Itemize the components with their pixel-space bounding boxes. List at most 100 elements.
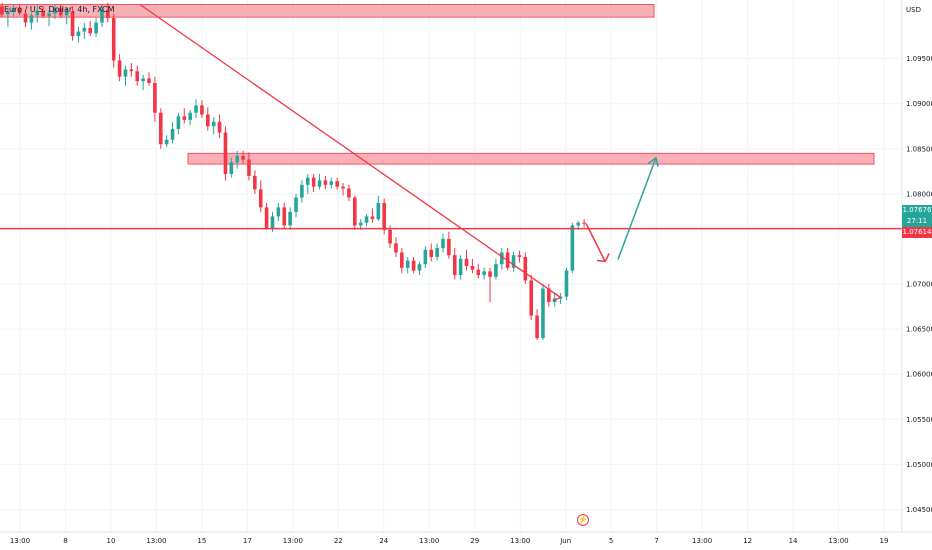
projection-down-arrow xyxy=(585,223,606,262)
candle-body xyxy=(570,225,575,271)
x-tick-label: 5 xyxy=(609,537,613,545)
candle-body xyxy=(229,162,234,175)
x-tick-label: 22 xyxy=(334,537,343,545)
candle-body xyxy=(153,82,157,113)
candle-body xyxy=(29,15,34,23)
y-tick-label: 1.09500 xyxy=(906,55,932,63)
chart-grid xyxy=(0,0,902,532)
candle-body xyxy=(576,222,581,226)
candle-body xyxy=(411,260,416,271)
candle-body xyxy=(294,197,298,212)
candle-body xyxy=(158,112,163,145)
projection-up-arrow xyxy=(617,157,657,260)
candle-body xyxy=(106,9,110,19)
candle-body xyxy=(53,8,57,14)
candle-body xyxy=(253,175,257,190)
x-tick-label: 14 xyxy=(789,537,798,545)
y-tick-label: 1.09000 xyxy=(906,100,932,108)
candle-body xyxy=(176,116,181,129)
candle-body xyxy=(123,69,128,77)
candle-body xyxy=(353,197,357,226)
x-tick-label: 13:00 xyxy=(419,537,439,545)
candle-body xyxy=(447,238,451,256)
candle-body xyxy=(35,10,40,16)
y-tick-label: 1.05000 xyxy=(906,461,932,469)
x-tick-label: 29 xyxy=(470,537,479,545)
candle-body xyxy=(117,60,122,77)
candle-body xyxy=(23,13,28,23)
bar-countdown-tag: 27:11 xyxy=(902,216,932,227)
y-tick-label: 1.06500 xyxy=(906,326,932,334)
candle-body xyxy=(582,222,586,224)
candle-body xyxy=(11,8,16,12)
x-tick-label: 12 xyxy=(743,537,752,545)
symbol-title: Euro / U.S. Dollar, 4h, FXCM xyxy=(4,5,115,14)
candle-body xyxy=(423,249,428,265)
candle-body xyxy=(223,132,228,175)
candle-body xyxy=(482,271,486,276)
y-tick-label: 1.08500 xyxy=(906,145,932,153)
candle-body xyxy=(541,288,545,339)
candle-body xyxy=(358,222,363,226)
resistance-zone xyxy=(0,4,655,18)
candle-body xyxy=(323,180,328,185)
candle-body xyxy=(435,247,439,257)
candle-body xyxy=(288,211,292,226)
candle-body xyxy=(135,71,140,82)
candle-body xyxy=(129,69,134,72)
candle-body xyxy=(476,269,481,276)
x-tick-label: 10 xyxy=(106,537,115,545)
candle-body xyxy=(329,181,334,185)
candle-body xyxy=(164,139,169,145)
y-tick-label: 1.05500 xyxy=(906,416,932,424)
candle-body xyxy=(529,280,533,316)
price-axis[interactable]: 1.09500 1.09000 1.08500 1.08000 1.07000 1.065… xyxy=(906,55,932,514)
x-tick-label: 13:00 xyxy=(10,537,30,545)
currency-label: USD xyxy=(906,6,921,14)
x-tick-label: 13:00 xyxy=(283,537,303,545)
x-tick-label: 19 xyxy=(880,537,889,545)
candle-body xyxy=(211,121,216,127)
candle-body xyxy=(305,177,310,185)
horizontal-level-tag: 1.07614 xyxy=(902,227,932,238)
flash-icon[interactable]: ⚡ xyxy=(577,514,589,526)
candle-body xyxy=(547,288,551,303)
candle-body xyxy=(111,18,116,61)
candle-body xyxy=(400,252,404,268)
candle-body xyxy=(523,256,528,281)
candle-body xyxy=(241,155,245,160)
candle-body xyxy=(282,207,287,226)
x-tick-label: 13:00 xyxy=(692,537,712,545)
trendline-arrowhead xyxy=(552,292,562,302)
candle-body xyxy=(511,255,516,268)
candle-body xyxy=(335,181,339,187)
candle-body xyxy=(417,264,422,271)
time-axis[interactable]: 13:00 8 10 13:00 15 17 13:00 22 24 13:00 29 13:00 Ju… xyxy=(10,537,889,545)
candle-body xyxy=(441,238,445,248)
x-tick-label: 17 xyxy=(243,537,252,545)
candle-body xyxy=(88,27,92,34)
y-tick-label: 1.04500 xyxy=(906,506,932,514)
resistance-zone xyxy=(187,152,875,165)
candle-body xyxy=(370,216,375,220)
candle-body xyxy=(206,114,210,127)
candle-body xyxy=(470,266,475,270)
candle-body xyxy=(429,249,434,257)
x-tick-label: 24 xyxy=(379,537,388,545)
candle-body xyxy=(364,216,369,223)
current-price-tag: 1.07676 xyxy=(902,205,932,216)
candle-body xyxy=(500,252,504,265)
candle-body xyxy=(247,159,251,176)
candle-body xyxy=(258,189,263,208)
candle-body xyxy=(300,184,304,198)
trendline xyxy=(139,3,561,299)
resistance-zones xyxy=(0,4,875,165)
candle-body xyxy=(347,188,351,198)
candle-body xyxy=(64,11,69,16)
candle-body xyxy=(47,13,51,17)
candle-body xyxy=(464,258,469,266)
candle-body xyxy=(70,11,75,37)
chart-drawings xyxy=(0,3,902,302)
x-tick-label: 15 xyxy=(197,537,206,545)
